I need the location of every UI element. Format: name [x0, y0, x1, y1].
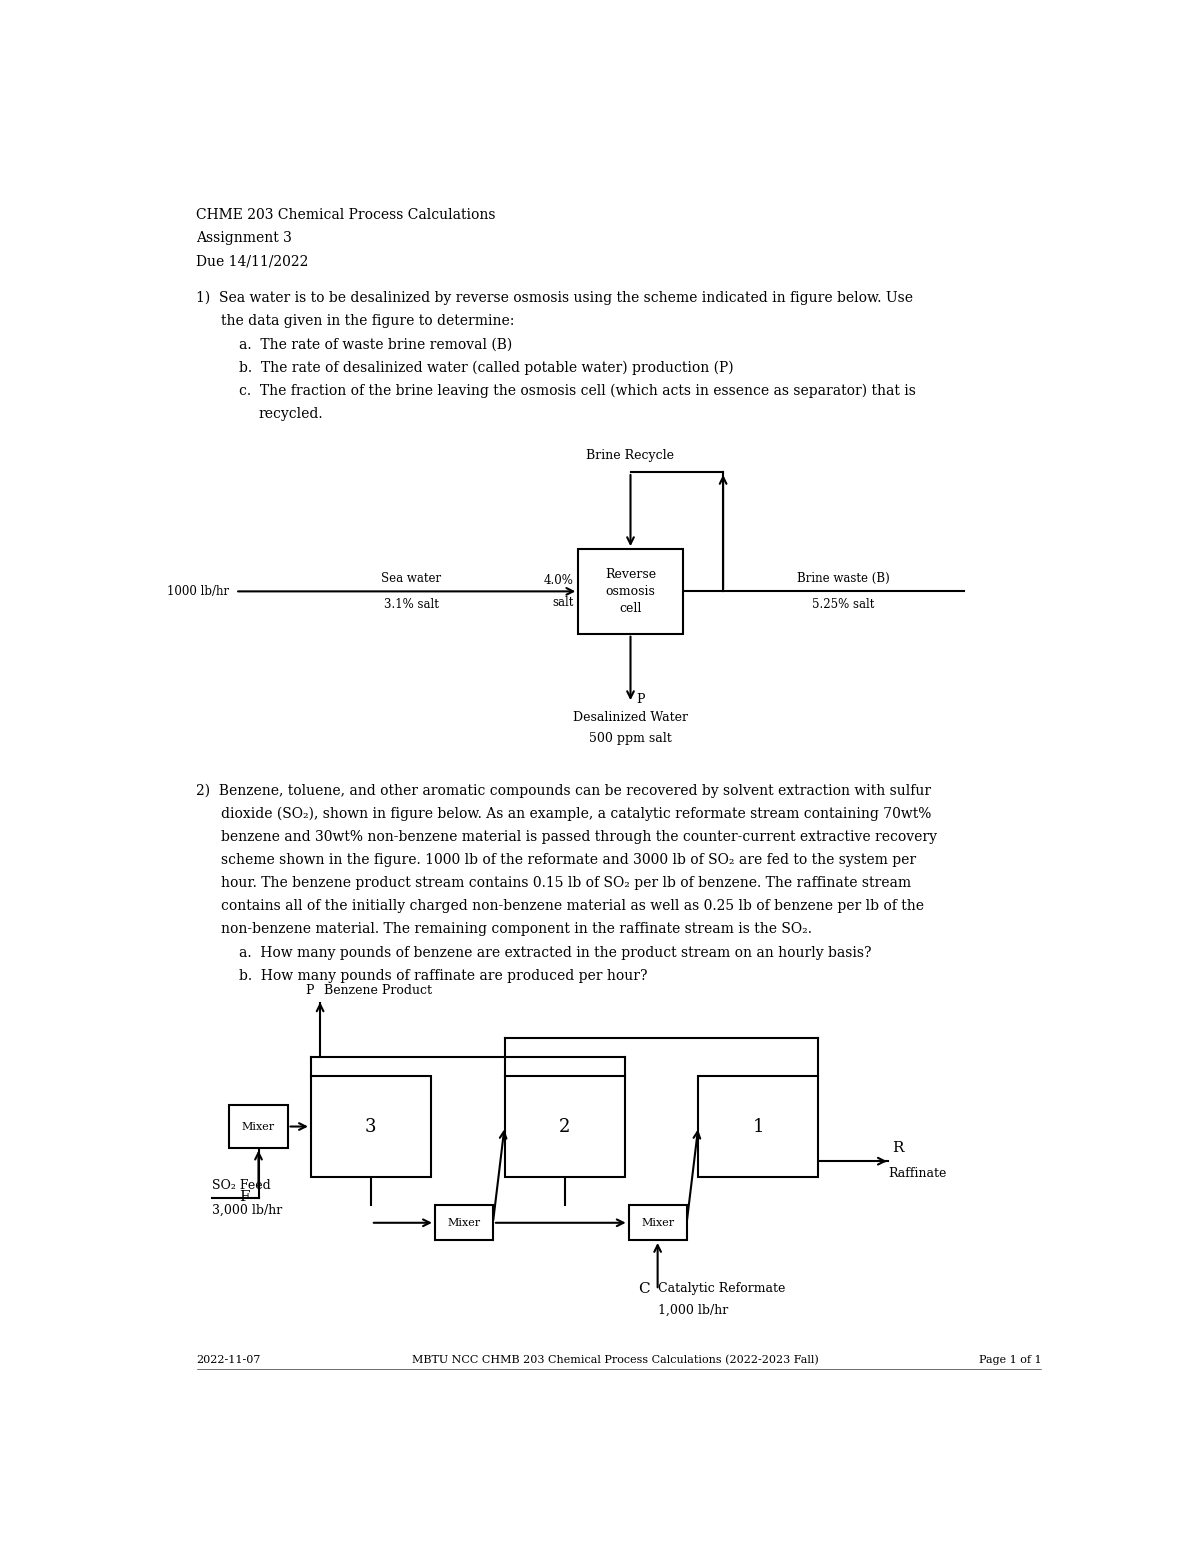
Bar: [504, 1076, 625, 1177]
Text: Mixer: Mixer: [641, 1218, 674, 1228]
Text: Raffinate: Raffinate: [888, 1168, 947, 1180]
Text: 3: 3: [365, 1118, 377, 1135]
Text: Brine waste (B): Brine waste (B): [797, 572, 890, 585]
Text: b.  How many pounds of raffinate are produced per hour?: b. How many pounds of raffinate are prod…: [239, 969, 648, 983]
Text: 1,000 lb/hr: 1,000 lb/hr: [658, 1305, 728, 1317]
Bar: [311, 1076, 431, 1177]
Text: MBTU NCC CHMB 203 Chemical Process Calculations (2022-2023 Fall): MBTU NCC CHMB 203 Chemical Process Calcu…: [412, 1354, 818, 1365]
Text: Desalinized Water: Desalinized Water: [574, 711, 688, 724]
Text: non-benzene material. The remaining component in the raffinate stream is the SO₂: non-benzene material. The remaining comp…: [221, 922, 812, 936]
Text: 2)  Benzene, toluene, and other aromatic compounds can be recovered by solvent e: 2) Benzene, toluene, and other aromatic …: [197, 784, 931, 798]
Text: 4.0%: 4.0%: [544, 573, 574, 587]
Text: Mixer: Mixer: [242, 1121, 275, 1132]
Text: Sea water: Sea water: [382, 572, 442, 585]
Text: scheme shown in the figure. 1000 lb of the reformate and 3000 lb of SO₂ are fed : scheme shown in the figure. 1000 lb of t…: [221, 853, 917, 867]
Text: 3.1% salt: 3.1% salt: [384, 598, 439, 610]
Bar: [434, 1205, 493, 1241]
Text: Due 14/11/2022: Due 14/11/2022: [197, 255, 308, 269]
Text: Benzene Product: Benzene Product: [324, 985, 432, 997]
Text: recycled.: recycled.: [258, 407, 323, 421]
Bar: [629, 1205, 686, 1241]
Text: CHME 203 Chemical Process Calculations: CHME 203 Chemical Process Calculations: [197, 208, 496, 222]
Text: 1)  Sea water is to be desalinized by reverse osmosis using the scheme indicated: 1) Sea water is to be desalinized by rev…: [197, 290, 913, 306]
Text: 1: 1: [752, 1118, 764, 1135]
Text: R: R: [892, 1141, 904, 1155]
Text: 2022-11-07: 2022-11-07: [197, 1356, 260, 1365]
Text: dioxide (SO₂), shown in figure below. As an example, a catalytic reformate strea: dioxide (SO₂), shown in figure below. As…: [221, 808, 931, 822]
Text: Catalytic Reformate: Catalytic Reformate: [658, 1283, 785, 1295]
Text: 5.25% salt: 5.25% salt: [812, 598, 875, 610]
Bar: [229, 1106, 288, 1148]
Text: salt: salt: [552, 596, 574, 609]
Text: 3,000 lb/hr: 3,000 lb/hr: [212, 1204, 282, 1218]
Text: the data given in the figure to determine:: the data given in the figure to determin…: [221, 314, 515, 328]
Text: Assignment 3: Assignment 3: [197, 231, 293, 245]
Text: c.  The fraction of the brine leaving the osmosis cell (which acts in essence as: c. The fraction of the brine leaving the…: [239, 384, 916, 398]
Text: 2: 2: [559, 1118, 570, 1135]
Text: cell: cell: [619, 603, 642, 615]
Text: C: C: [638, 1283, 650, 1297]
Text: P: P: [306, 985, 314, 997]
Text: 1000 lb/hr: 1000 lb/hr: [167, 585, 229, 598]
Bar: [698, 1076, 818, 1177]
Text: a.  How many pounds of benzene are extracted in the product stream on an hourly : a. How many pounds of benzene are extrac…: [239, 946, 871, 960]
Text: a.  The rate of waste brine removal (B): a. The rate of waste brine removal (B): [239, 337, 512, 351]
Text: Brine Recycle: Brine Recycle: [587, 449, 674, 461]
Text: Mixer: Mixer: [448, 1218, 480, 1228]
Text: benzene and 30wt% non-benzene material is passed through the counter-current ext: benzene and 30wt% non-benzene material i…: [221, 831, 937, 845]
Text: hour. The benzene product stream contains 0.15 lb of SO₂ per lb of benzene. The : hour. The benzene product stream contain…: [221, 876, 912, 890]
Text: 500 ppm salt: 500 ppm salt: [589, 733, 672, 745]
Text: SO₂ Feed: SO₂ Feed: [212, 1179, 271, 1191]
Text: contains all of the initially charged non-benzene material as well as 0.25 lb of: contains all of the initially charged no…: [221, 899, 924, 913]
Bar: [578, 550, 683, 634]
Text: F: F: [239, 1190, 250, 1204]
Text: b.  The rate of desalinized water (called potable water) production (P): b. The rate of desalinized water (called…: [239, 360, 733, 374]
Text: P: P: [637, 693, 646, 705]
Text: Page 1 of 1: Page 1 of 1: [979, 1356, 1042, 1365]
Text: osmosis: osmosis: [606, 585, 655, 598]
Text: Reverse: Reverse: [605, 568, 656, 581]
